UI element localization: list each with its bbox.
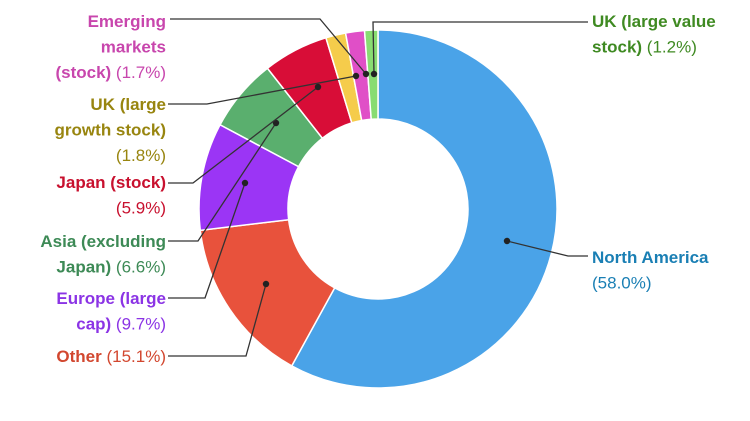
leader-dot-other: [262, 280, 270, 288]
label-name-part: (stock): [55, 63, 111, 82]
label-value-part: (9.7%): [111, 315, 166, 334]
label-name-part: Japan (stock): [56, 173, 166, 192]
label-value-part: (1.7%): [111, 63, 166, 82]
label-japan-stock-line-2: (5.9%): [116, 199, 166, 218]
label-name-part: Asia (excluding: [40, 232, 166, 251]
label-emerging-markets-stock-line-2: markets: [101, 38, 166, 57]
leader-line-other: [168, 283, 267, 357]
label-europe-large-cap-line-2: cap) (9.7%): [76, 315, 166, 334]
label-other-line-1: Other (15.1%): [56, 347, 166, 366]
label-north-america-line-2: (58.0%): [592, 274, 652, 293]
leader-line-europe-large-cap: [168, 182, 246, 299]
label-name-part: North America: [592, 248, 709, 267]
label-uk-large-growth-stock-line-1: UK (large: [90, 95, 166, 114]
label-value-part: (58.0%): [592, 274, 652, 293]
leader-dot-uk-large-value-stock: [370, 70, 378, 78]
label-name-part: Other: [56, 347, 102, 366]
label-name-part: UK (large: [90, 95, 166, 114]
label-uk-large-growth-stock-line-3: (1.8%): [116, 146, 166, 165]
leader-line-japan-stock: [168, 86, 319, 184]
label-north-america-line-1: North America: [592, 248, 709, 267]
leader-line-emerging-markets-stock: [170, 18, 367, 75]
label-name-part: cap): [76, 315, 111, 334]
label-name-part: Japan): [56, 258, 111, 277]
slice-labels: North America (58.0%) Other (15.1%) Europe …: [40, 12, 715, 366]
leader-line-uk-large-value-stock: [372, 21, 588, 75]
label-emerging-markets-stock-line-1: Emerging: [88, 12, 166, 31]
leader-dot-europe-large-cap: [241, 179, 249, 187]
label-name-part: UK (large value: [592, 12, 716, 31]
label-emerging-markets-stock-line-3: (stock) (1.7%): [55, 63, 166, 82]
label-uk-large-value-stock-line-2: stock) (1.2%): [592, 38, 697, 57]
label-uk-large-growth-stock-line-2: growth stock): [55, 121, 166, 140]
label-value-part: (15.1%): [102, 347, 166, 366]
leader-line-uk-large-growth-stock: [168, 75, 357, 105]
leader-dot-north-america: [503, 237, 511, 245]
label-value-part: (1.2%): [642, 38, 697, 57]
leader-line-north-america: [506, 240, 588, 257]
label-name-part: stock): [592, 38, 642, 57]
label-europe-large-cap-line-1: Europe (large: [56, 289, 166, 308]
label-asia-excluding-japan-line-2: Japan) (6.6%): [56, 258, 166, 277]
slice-north-america: [290, 29, 558, 389]
label-value-part: (5.9%): [116, 199, 166, 218]
label-name-part: Emerging: [88, 12, 166, 31]
leader-line-asia-excluding-japan: [168, 122, 277, 242]
label-value-part: (1.8%): [116, 146, 166, 165]
leader-dot-uk-large-growth-stock: [352, 72, 360, 80]
label-value-part: (6.6%): [111, 258, 166, 277]
label-uk-large-value-stock-line-1: UK (large value: [592, 12, 716, 31]
label-name-part: Europe (large: [56, 289, 166, 308]
label-asia-excluding-japan-line-1: Asia (excluding: [40, 232, 166, 251]
leader-dot-asia-excluding-japan: [272, 119, 280, 127]
leader-dot-japan-stock: [314, 83, 322, 91]
label-japan-stock-line-1: Japan (stock): [56, 173, 166, 192]
label-name-part: growth stock): [55, 121, 166, 140]
leader-lines: [168, 18, 588, 357]
label-name-part: markets: [101, 38, 166, 57]
leader-dot-emerging-markets-stock: [362, 70, 370, 78]
